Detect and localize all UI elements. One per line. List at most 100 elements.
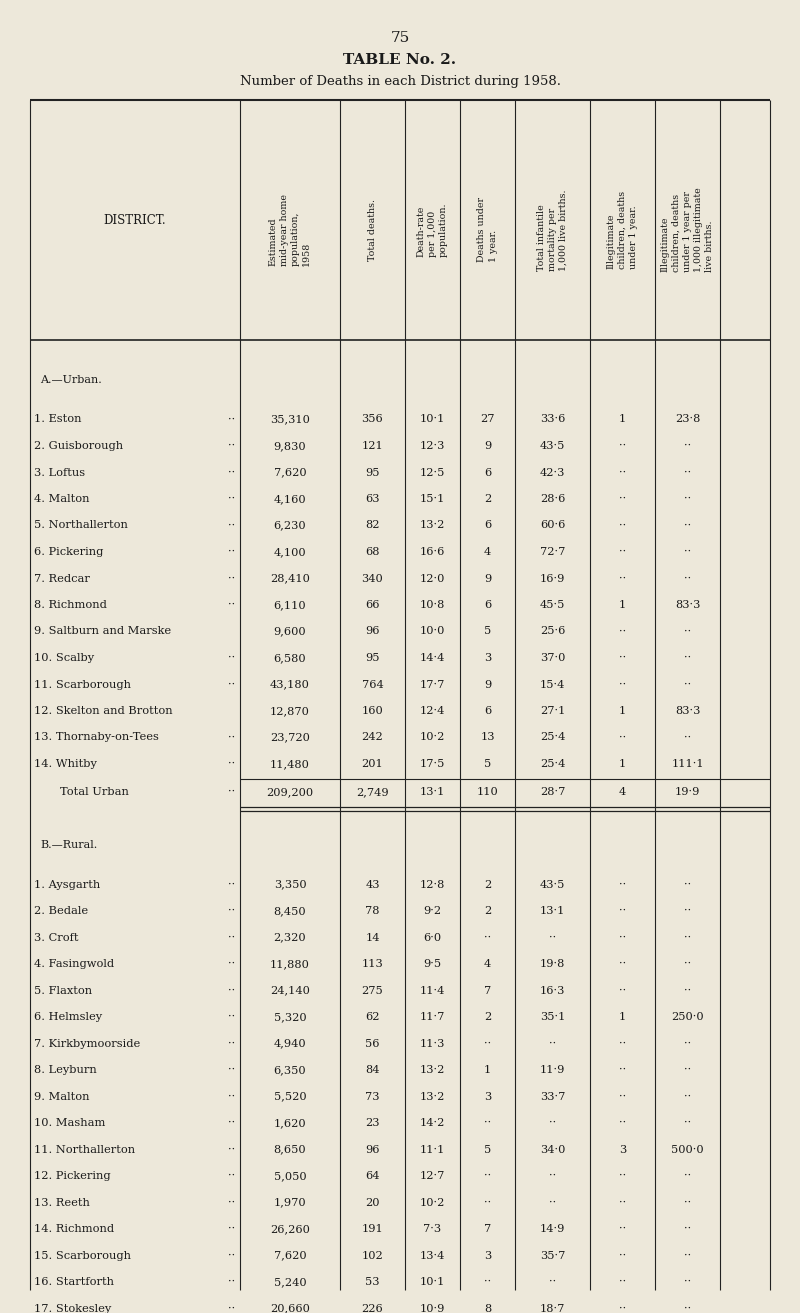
Text: 60·6: 60·6	[540, 520, 565, 530]
Text: 78: 78	[366, 906, 380, 916]
Text: ··: ··	[228, 1278, 235, 1287]
Text: 35·1: 35·1	[540, 1012, 565, 1022]
Text: ··: ··	[684, 1278, 691, 1287]
Text: ··: ··	[619, 467, 626, 478]
Text: ··: ··	[228, 733, 235, 742]
Text: ··: ··	[619, 1250, 626, 1260]
Text: 96: 96	[366, 626, 380, 637]
Text: ··: ··	[549, 1119, 556, 1128]
Text: 2,749: 2,749	[356, 786, 389, 797]
Text: DISTRICT.: DISTRICT.	[104, 214, 166, 227]
Text: 5: 5	[484, 759, 491, 769]
Text: 8,450: 8,450	[274, 906, 306, 916]
Text: ··: ··	[619, 1119, 626, 1128]
Text: 4. Fasingwold: 4. Fasingwold	[34, 958, 114, 969]
Text: ··: ··	[484, 1278, 491, 1287]
Text: Total infantile
mortality per
1,000 live births.: Total infantile mortality per 1,000 live…	[537, 189, 568, 270]
Text: ··: ··	[228, 759, 235, 769]
Text: 14·2: 14·2	[420, 1119, 445, 1128]
Text: 5: 5	[484, 626, 491, 637]
Text: 95: 95	[366, 653, 380, 663]
Text: 53: 53	[366, 1278, 380, 1287]
Text: ··: ··	[684, 1065, 691, 1075]
Text: 1. Aysgarth: 1. Aysgarth	[34, 880, 100, 890]
Text: 11·9: 11·9	[540, 1065, 565, 1075]
Text: ··: ··	[619, 880, 626, 890]
Text: 10·2: 10·2	[420, 733, 445, 742]
Text: 12·7: 12·7	[420, 1171, 445, 1182]
Text: ··: ··	[619, 1197, 626, 1208]
Text: 19·8: 19·8	[540, 958, 565, 969]
Text: ··: ··	[684, 1119, 691, 1128]
Text: 9: 9	[484, 441, 491, 450]
Text: 6,580: 6,580	[274, 653, 306, 663]
Text: 26,260: 26,260	[270, 1224, 310, 1234]
Text: Total deaths.: Total deaths.	[368, 200, 377, 261]
Text: ··: ··	[684, 906, 691, 916]
Text: 10·0: 10·0	[420, 626, 445, 637]
Text: 160: 160	[362, 706, 383, 716]
Text: 9·2: 9·2	[423, 906, 442, 916]
Text: 2. Guisborough: 2. Guisborough	[34, 441, 123, 450]
Text: 6,230: 6,230	[274, 520, 306, 530]
Text: 6,110: 6,110	[274, 600, 306, 611]
Text: 45·5: 45·5	[540, 600, 565, 611]
Text: ··: ··	[684, 653, 691, 663]
Text: 17·5: 17·5	[420, 759, 445, 769]
Text: ··: ··	[684, 467, 691, 478]
Text: ··: ··	[684, 574, 691, 583]
Text: ··: ··	[619, 932, 626, 943]
Text: 42·3: 42·3	[540, 467, 565, 478]
Text: ··: ··	[619, 1278, 626, 1287]
Text: 23·8: 23·8	[675, 415, 700, 424]
Text: 95: 95	[366, 467, 380, 478]
Text: ··: ··	[228, 1250, 235, 1260]
Text: 43,180: 43,180	[270, 680, 310, 689]
Text: ··: ··	[684, 958, 691, 969]
Text: 4: 4	[484, 958, 491, 969]
Text: 16·9: 16·9	[540, 574, 565, 583]
Text: 209,200: 209,200	[266, 786, 314, 797]
Text: 6·0: 6·0	[423, 932, 442, 943]
Text: 19·9: 19·9	[675, 786, 700, 797]
Text: 43·5: 43·5	[540, 880, 565, 890]
Text: 9. Saltburn and Marske: 9. Saltburn and Marske	[34, 626, 171, 637]
Text: 20: 20	[366, 1197, 380, 1208]
Text: 73: 73	[366, 1091, 380, 1102]
Text: ··: ··	[619, 653, 626, 663]
Text: 84: 84	[366, 1065, 380, 1075]
Text: 83·3: 83·3	[675, 600, 700, 611]
Text: 35·7: 35·7	[540, 1250, 565, 1260]
Text: ··: ··	[228, 1039, 235, 1049]
Text: 64: 64	[366, 1171, 380, 1182]
Text: 75: 75	[390, 32, 410, 45]
Text: ··: ··	[684, 1250, 691, 1260]
Text: 2: 2	[484, 1012, 491, 1022]
Text: 14·9: 14·9	[540, 1224, 565, 1234]
Text: 4,940: 4,940	[274, 1039, 306, 1049]
Text: ··: ··	[684, 880, 691, 890]
Text: 11,480: 11,480	[270, 759, 310, 769]
Text: ··: ··	[619, 1091, 626, 1102]
Text: 8: 8	[484, 1304, 491, 1313]
Text: ··: ··	[619, 548, 626, 557]
Text: 11·3: 11·3	[420, 1039, 445, 1049]
Text: 63: 63	[366, 494, 380, 504]
Text: 43: 43	[366, 880, 380, 890]
Text: 18·7: 18·7	[540, 1304, 565, 1313]
Text: ··: ··	[228, 1119, 235, 1128]
Text: 5. Flaxton: 5. Flaxton	[34, 986, 92, 995]
Text: Estimated
mid-year home
population,
1958: Estimated mid-year home population, 1958	[269, 194, 311, 267]
Text: 2,320: 2,320	[274, 932, 306, 943]
Text: 9,600: 9,600	[274, 626, 306, 637]
Text: ··: ··	[684, 1197, 691, 1208]
Text: 13·4: 13·4	[420, 1250, 445, 1260]
Text: ··: ··	[484, 932, 491, 943]
Text: 11,880: 11,880	[270, 958, 310, 969]
Text: ··: ··	[619, 1065, 626, 1075]
Text: 3. Loftus: 3. Loftus	[34, 467, 85, 478]
Text: 7·3: 7·3	[423, 1224, 442, 1234]
Text: 4: 4	[619, 786, 626, 797]
Text: A.—Urban.: A.—Urban.	[40, 374, 102, 385]
Text: ··: ··	[549, 1278, 556, 1287]
